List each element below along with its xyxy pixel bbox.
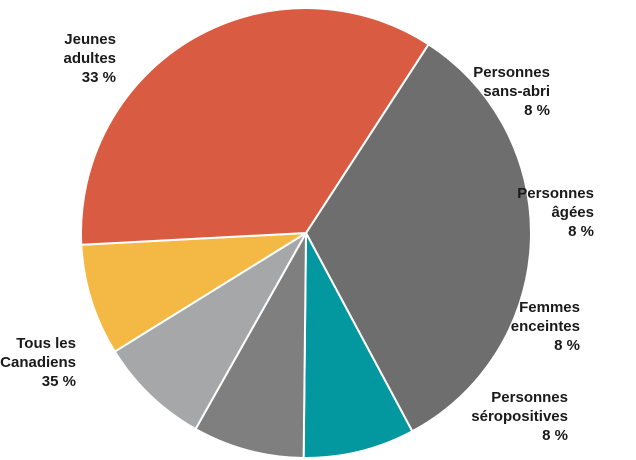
label-personnes-sans-abri: Personnes sans-abri 8 % xyxy=(470,63,550,120)
label-femmes-enceintes: Femmes enceintes 8 % xyxy=(510,298,580,355)
pie-slice-personnes-sans-abri xyxy=(302,232,414,459)
label-line-2: âgées xyxy=(551,204,594,221)
value-label: 8 % xyxy=(524,102,550,119)
label-line-2: Canadiens xyxy=(0,354,76,371)
value-label: 8 % xyxy=(568,223,594,240)
pie-slice-personnes-agees xyxy=(194,232,307,460)
pie-slice-jeunes-adultes xyxy=(304,42,532,433)
pie-slice-personnes-seropositives xyxy=(80,232,307,353)
value-label: 33 % xyxy=(81,69,116,86)
value-label: 35 % xyxy=(41,373,76,390)
pie-slice-femmes-enceintes xyxy=(113,232,307,431)
label-line-2: séropositives xyxy=(471,408,568,425)
label-line-1: Jeunes xyxy=(64,31,116,48)
label-line-1: Tous les xyxy=(16,335,76,352)
label-line-2: enceintes xyxy=(510,318,580,335)
pie-slice-tous-les-canadiens xyxy=(80,7,430,246)
label-tous-les-canadiens: Tous les Canadiens 35 % xyxy=(0,334,76,391)
label-line-1: Personnes xyxy=(473,64,550,81)
label-jeunes-adultes: Jeunes adultes 33 % xyxy=(40,30,116,87)
label-line-1: Personnes xyxy=(517,185,594,202)
value-label: 8 % xyxy=(542,427,568,444)
label-line-2: adultes xyxy=(63,50,116,67)
value-label: 8 % xyxy=(554,337,580,354)
label-personnes-agees: Personnes âgées 8 % xyxy=(514,184,594,241)
label-line-2: sans-abri xyxy=(483,83,550,100)
label-personnes-seropositives: Personnes séropositives 8 % xyxy=(468,388,568,445)
label-line-1: Personnes xyxy=(491,389,568,406)
label-line-1: Femmes xyxy=(519,299,580,316)
